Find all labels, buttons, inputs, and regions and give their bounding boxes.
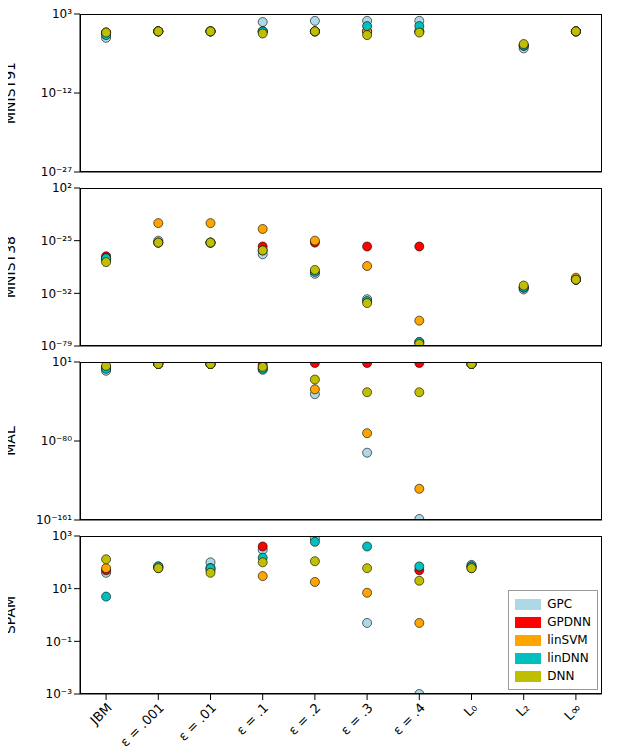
svg-text:10⁻³: 10⁻³ [46,687,73,701]
svg-text:10⁻²⁵: 10⁻²⁵ [41,234,72,248]
html-text:GPDNN: GPDNN [547,615,591,629]
svg-text:10³: 10³ [52,530,72,543]
svg-text:10³: 10³ [52,8,72,21]
svg-text:ε = .01: ε = .01 [175,700,219,744]
svg-text:10⁻¹²: 10⁻¹² [41,86,72,100]
svg-text:MNIST38: MNIST38 [8,236,18,298]
svg-text:10⁻⁷⁹: 10⁻⁷⁹ [41,339,72,353]
svg-text:L₀: L₀ [461,700,480,719]
svg-text:ε = .2: ε = .2 [286,700,324,738]
svg-text:L∞: L∞ [561,700,584,723]
svg-text:ε = .3: ε = .3 [338,700,376,738]
svg-text:L₂: L₂ [513,700,532,719]
html-text:GPC: GPC [547,597,573,611]
svg-text:JBM: JBM [86,700,114,728]
svg-text:10⁻¹: 10⁻¹ [46,635,73,649]
svg-text:10¹: 10¹ [52,356,72,369]
svg-text:MAL: MAL [8,426,18,456]
svg-text:10⁻⁵²: 10⁻⁵² [41,287,72,301]
html-text:linSVM: linSVM [547,633,588,647]
svg-text:ε = .4: ε = .4 [390,700,428,738]
svg-text:10⁻¹⁶¹: 10⁻¹⁶¹ [36,513,72,527]
svg-text:10²: 10² [52,182,72,195]
html-text:linDNN: linDNN [547,651,589,665]
svg-text:ε = .1: ε = .1 [233,700,271,738]
svg-text:ε = .001: ε = .001 [117,700,167,750]
html-text:DNN: DNN [547,669,575,683]
svg-text:10¹: 10¹ [52,582,72,596]
svg-text:SPAM: SPAM [8,596,18,634]
svg-text:MNIST91: MNIST91 [8,62,18,124]
svg-text:10⁻⁸⁰: 10⁻⁸⁰ [41,434,72,448]
svg-text:10⁻²⁷: 10⁻²⁷ [41,165,72,179]
